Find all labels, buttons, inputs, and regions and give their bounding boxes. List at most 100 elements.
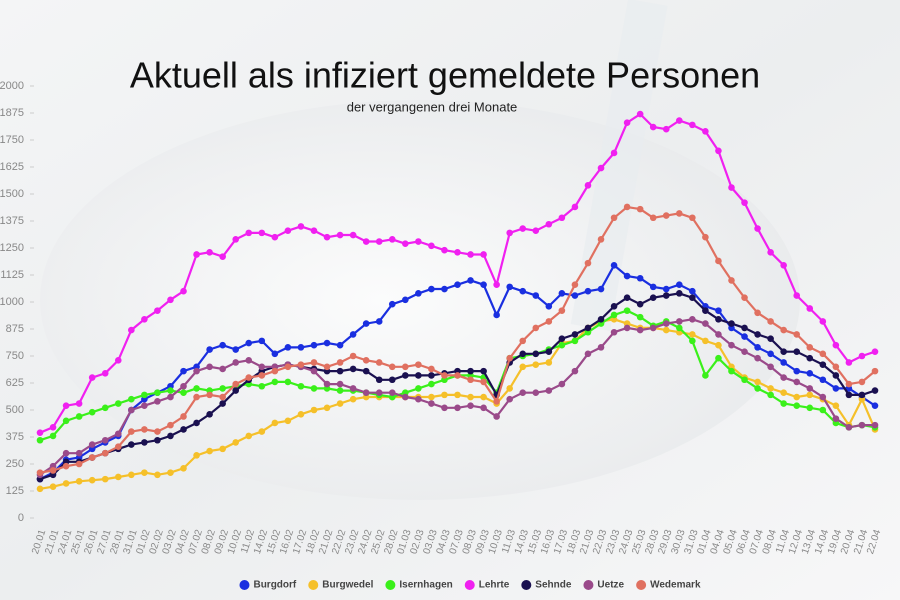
data-point [310,385,318,392]
legend-item: Uetze [583,580,625,591]
data-point [767,363,774,371]
data-point [232,236,240,243]
data-point [545,318,553,325]
data-point [336,380,344,388]
data-point [571,292,579,299]
legend-marker [385,580,396,590]
data-point [532,227,540,235]
data-point [793,378,801,386]
data-point [767,335,774,343]
legend-item: Burgdorf [239,580,297,591]
legend-marker [583,580,594,590]
data-point [702,233,709,241]
data-point [154,389,161,397]
data-point [180,367,187,375]
data-point [558,380,566,388]
legend-marker [464,580,475,590]
data-point [636,274,644,282]
chart-title: Aktuell als infiziert gemeldete Personen [130,55,760,96]
data-point [271,350,279,358]
data-point [141,391,148,399]
data-point [493,413,500,420]
data-point [715,341,722,349]
data-point [336,231,344,239]
data-point [114,473,122,481]
data-point [349,365,357,373]
data-point [193,251,200,258]
data-point [819,361,827,368]
data-point [36,429,44,436]
data-point [806,391,814,399]
data-point [62,449,70,457]
data-point [780,389,787,397]
data-point [780,400,787,407]
data-point [141,439,148,446]
data-point [767,385,774,392]
data-point [128,395,135,403]
data-point [375,376,383,384]
y-tick-label: 625 [6,377,24,389]
data-point [623,294,631,301]
data-point [715,147,722,155]
data-point [832,402,840,409]
data-point [141,402,148,409]
data-point [219,400,226,407]
data-point [806,385,814,392]
data-point [49,432,57,440]
data-point [180,287,187,295]
data-point [297,361,305,368]
data-point [388,363,396,371]
data-point [793,331,801,338]
data-point [519,225,527,232]
data-point [375,389,383,397]
data-point [832,372,840,379]
data-point [558,290,566,297]
data-point [415,372,422,379]
data-point [128,441,135,448]
data-point [101,449,109,457]
data-point [271,367,279,375]
data-point [388,389,396,397]
data-point [480,393,487,401]
data-point [662,292,670,299]
data-point [297,344,305,351]
legend-item: Sehnde [521,580,572,591]
data-point [532,324,540,332]
data-point [349,395,357,403]
data-point [689,331,696,338]
data-point [506,395,513,403]
data-point [193,367,200,375]
chart-subtitle: der vergangenen drei Monate [347,99,518,114]
data-point [819,393,827,401]
legend: Burgdorf Burgwedel Isernhagen Lehrte Sehnde U… [239,580,701,591]
data-point [858,378,866,386]
data-point [454,391,461,399]
data-point [754,309,761,317]
data-point [62,480,70,487]
data-point [258,428,266,435]
data-point [128,428,135,435]
data-point [662,212,670,219]
data-point [545,348,553,355]
data-point [767,318,774,325]
data-point [375,318,383,325]
data-point [219,365,226,373]
data-point [558,307,566,314]
data-point [689,315,696,323]
data-point [415,238,422,245]
data-point [845,423,853,431]
data-point [519,350,527,358]
data-point [662,125,670,133]
data-point [806,344,814,351]
data-point [793,292,801,299]
data-point [232,387,240,394]
data-point [545,303,553,310]
data-point [636,326,644,334]
data-point [167,421,174,429]
data-point [662,285,670,293]
data-point [114,443,122,451]
data-point [689,294,696,301]
data-point [519,287,527,295]
data-point [388,236,396,243]
data-point [597,315,605,323]
